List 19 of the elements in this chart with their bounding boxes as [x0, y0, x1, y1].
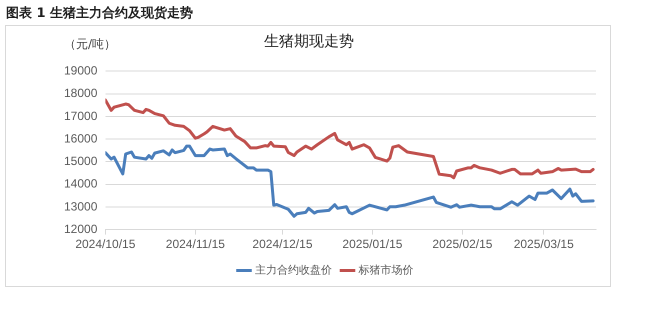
x-tick-label: 2024/10/15: [75, 237, 136, 252]
chart-title: 图表 1 生猪主力合约及现货走势: [6, 4, 194, 22]
y-tick-label: 19000: [64, 64, 98, 78]
y-axis-title: （元/吨）: [64, 36, 116, 53]
y-tick-label: 16000: [64, 131, 98, 146]
x-tick-label: 2025/03/15: [514, 237, 574, 252]
y-tick-label: 13000: [64, 199, 98, 214]
y-tick-label: 15000: [64, 154, 98, 168]
y-tick-label: 18000: [64, 86, 98, 100]
y-tick-label: 12000: [64, 222, 98, 236]
x-tick-label: 2024/11/15: [166, 237, 226, 252]
x-tick-label: 2025/02/15: [432, 237, 493, 252]
x-tick-label: 2025/01/15: [342, 237, 403, 252]
y-tick-label: 14000: [64, 176, 98, 191]
legend-label: 标猪市场价: [358, 263, 414, 276]
legend-label: 主力合约收盘价: [255, 263, 332, 276]
y-tick-label: 17000: [64, 108, 98, 123]
chart-subtitle: 生猪期现走势: [264, 32, 354, 50]
x-tick-label: 2024/12/15: [252, 237, 313, 252]
